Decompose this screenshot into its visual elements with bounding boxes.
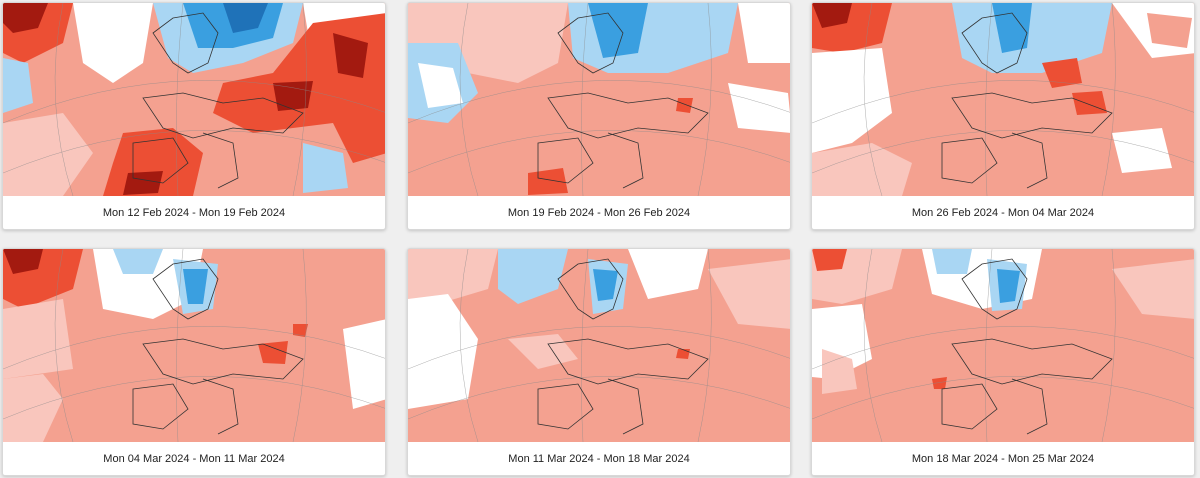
date-range-label: Mon 11 Mar 2024 - Mon 18 Mar 2024	[508, 453, 690, 465]
forecast-card[interactable]: Mon 04 Mar 2024 - Mon 11 Mar 2024	[2, 248, 386, 476]
forecast-card[interactable]: Mon 18 Mar 2024 - Mon 25 Mar 2024	[811, 248, 1195, 476]
forecast-card[interactable]: Mon 12 Feb 2024 - Mon 19 Feb 2024	[2, 2, 386, 230]
temperature-anomaly-map[interactable]	[3, 3, 386, 196]
temperature-anomaly-map[interactable]	[408, 3, 791, 196]
forecast-card[interactable]: Mon 26 Feb 2024 - Mon 04 Mar 2024	[811, 2, 1195, 230]
temperature-anomaly-map[interactable]	[408, 249, 791, 442]
date-range-label: Mon 26 Feb 2024 - Mon 04 Mar 2024	[911, 207, 1095, 219]
forecast-card[interactable]: Mon 19 Feb 2024 - Mon 26 Feb 2024	[407, 2, 791, 230]
date-range-label: Mon 19 Feb 2024 - Mon 26 Feb 2024	[507, 207, 691, 219]
date-range-label: Mon 18 Mar 2024 - Mon 25 Mar 2024	[911, 453, 1095, 465]
date-range-label: Mon 04 Mar 2024 - Mon 11 Mar 2024	[103, 453, 285, 465]
temperature-anomaly-map[interactable]	[3, 249, 386, 442]
date-range-label: Mon 12 Feb 2024 - Mon 19 Feb 2024	[102, 207, 286, 219]
forecast-card[interactable]: Mon 11 Mar 2024 - Mon 18 Mar 2024	[407, 248, 791, 476]
temperature-anomaly-map[interactable]	[812, 3, 1195, 196]
temperature-anomaly-map[interactable]	[812, 249, 1195, 442]
